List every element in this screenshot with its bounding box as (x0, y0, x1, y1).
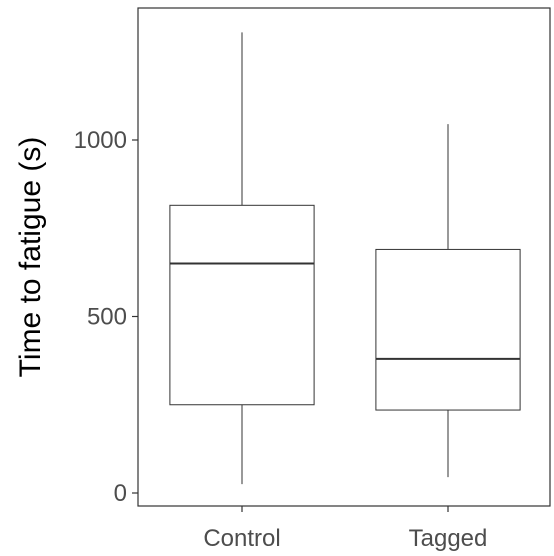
y-axis-title: Time to fatigue (s) (14, 137, 47, 378)
box-control (169, 32, 315, 485)
y-tick-label: 1000 (74, 127, 127, 154)
y-tick-label: 500 (87, 304, 127, 331)
y-axis: 0 500 1000 (74, 127, 138, 507)
y-tick-label: 0 (114, 480, 127, 507)
box-tagged (375, 124, 521, 478)
x-tick-label-control: Control (203, 525, 280, 552)
interquartile-box (169, 204, 315, 406)
x-tick-label-tagged: Tagged (409, 525, 488, 552)
boxes (169, 32, 521, 485)
interquartile-box (375, 248, 521, 411)
x-axis: Control Tagged (203, 506, 487, 552)
